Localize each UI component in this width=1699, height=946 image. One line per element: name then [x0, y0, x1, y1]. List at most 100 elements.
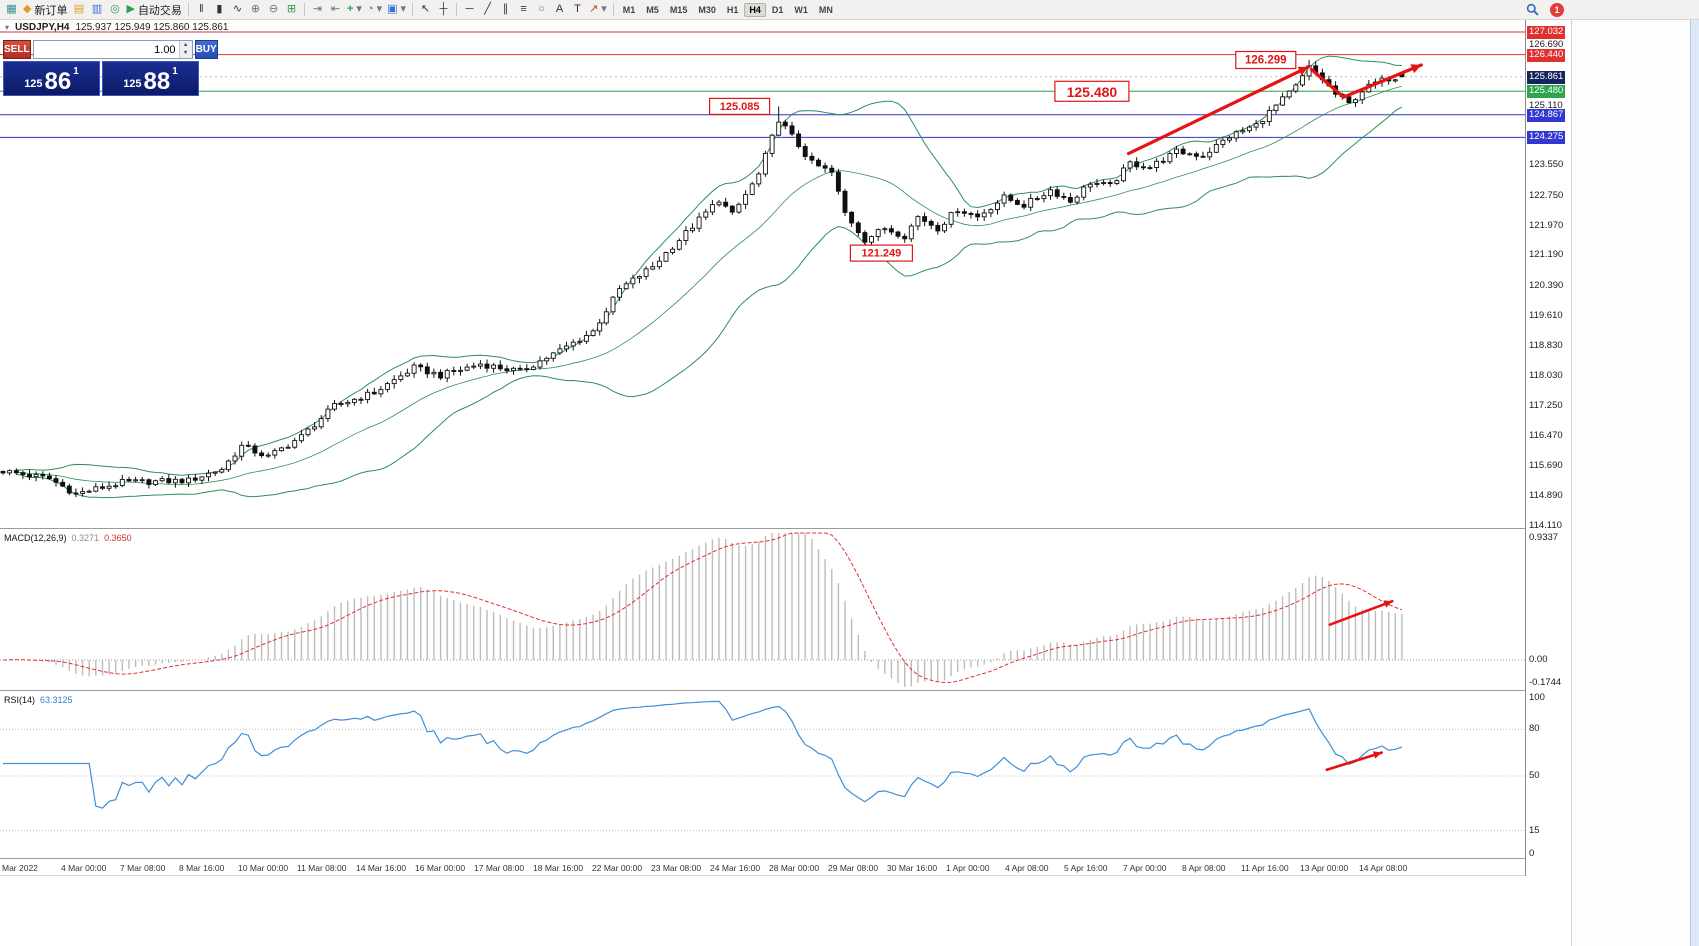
- fibonacci-glyph: ≡: [520, 3, 527, 15]
- zoom-in-icon[interactable]: ⊕: [247, 1, 264, 18]
- sell-price-display[interactable]: 125 86 1: [3, 61, 100, 96]
- timeframe-m30[interactable]: M30: [698, 4, 716, 15]
- horizontal-line-icon[interactable]: ─: [461, 1, 478, 18]
- zoom-out-glyph: ⊖: [268, 3, 279, 15]
- panel-divider[interactable]: [0, 528, 1571, 529]
- rsi-panel-canvas[interactable]: [0, 692, 1525, 858]
- tile-windows-icon[interactable]: ⊞: [283, 1, 300, 18]
- price-axis-label: 120.390: [1529, 279, 1564, 291]
- bar-chart-icon[interactable]: ‖: [193, 1, 210, 18]
- timeframe-h4[interactable]: H4: [744, 2, 766, 17]
- time-axis-label: 11 Mar 08:00: [297, 863, 347, 873]
- panel-divider[interactable]: [0, 690, 1571, 691]
- text-tool-glyph: A: [555, 3, 564, 15]
- time-axis-label: 8 Apr 08:00: [1182, 863, 1226, 873]
- volume-input[interactable]: [33, 41, 179, 58]
- timeframe-d1[interactable]: D1: [771, 4, 784, 15]
- chart-window-icon[interactable]: ▦: [3, 1, 20, 18]
- candlestick-chart-icon[interactable]: ▮: [211, 1, 228, 18]
- templates-icon[interactable]: ▣ ▾: [385, 1, 408, 18]
- data-window-icon[interactable]: ▥: [88, 1, 105, 18]
- shapes-icon[interactable]: ○: [533, 1, 550, 18]
- fibonacci-icon[interactable]: ≡: [515, 1, 532, 18]
- cursor-icon[interactable]: ↖: [417, 1, 434, 18]
- channel-icon[interactable]: ∥: [497, 1, 514, 18]
- time-axis-label: 13 Apr 00:00: [1300, 863, 1349, 873]
- chart-symbol-header: ▾ USDJPY,H4 125.937 125.949 125.860 125.…: [5, 22, 228, 33]
- crosshair-icon[interactable]: ┼: [435, 1, 452, 18]
- trend-arrow-head: [1410, 64, 1422, 74]
- timeframe-m15[interactable]: M15: [669, 4, 688, 15]
- trend-arrow: [1325, 751, 1383, 772]
- auto-trading-button[interactable]: ▶ 自动交易: [124, 1, 183, 18]
- timeframe-mn[interactable]: MN: [818, 4, 833, 15]
- zoom-out-icon[interactable]: ⊖: [265, 1, 282, 18]
- volume-decrease-button[interactable]: ▼: [179, 49, 192, 58]
- macd-axis-label: 0.9337: [1529, 532, 1559, 543]
- price-annotation-box: [1054, 80, 1130, 102]
- timeframe-m1[interactable]: M1: [622, 4, 636, 15]
- toolbar-separator: [412, 3, 414, 16]
- bollinger-lower-band: [16, 106, 1403, 499]
- price-annotation-box: [849, 244, 914, 262]
- text-tool-icon[interactable]: A: [551, 1, 568, 18]
- trendline-icon[interactable]: ╱: [479, 1, 496, 18]
- trade-panel-prices: 125 86 1 125 88 1: [3, 61, 199, 96]
- auto-scroll-glyph: ⇥: [312, 3, 323, 15]
- one-click-trading-panel: SELL ▲ ▼ BUY 125 86 1 125 88 1: [3, 40, 218, 96]
- buy-pips: 88: [143, 68, 171, 96]
- price-annotation-box: [1235, 50, 1297, 70]
- new-order-button[interactable]: ◆ 新订单: [21, 1, 69, 18]
- price-axis[interactable]: 127.032 126.690 126.440 125.861 125.480 125.1…: [1525, 20, 1571, 876]
- ohlc-quotes: 125.937 125.949 125.860 125.861: [75, 22, 229, 33]
- price-axis-label: 125.861: [1527, 70, 1566, 84]
- macd-panel-canvas[interactable]: [0, 530, 1525, 690]
- search-icon[interactable]: [1524, 1, 1541, 18]
- timeframe-m5[interactable]: M5: [646, 4, 659, 15]
- window-right-margin: [1571, 20, 1690, 946]
- chart-window-glyph: ▦: [6, 3, 17, 15]
- timeframe-w1[interactable]: W1: [794, 4, 808, 15]
- panel-divider[interactable]: [0, 858, 1571, 859]
- sell-big-figure: 125: [24, 78, 43, 90]
- sell-button[interactable]: SELL: [3, 40, 31, 59]
- auto-scroll-icon[interactable]: ⇥: [309, 1, 326, 18]
- time-axis-label: 18 Mar 16:00: [533, 863, 584, 873]
- notification-badge[interactable]: 1: [1550, 2, 1564, 17]
- text-label-icon[interactable]: T: [569, 1, 586, 18]
- channel-glyph: ∥: [502, 3, 509, 15]
- time-axis-label: 8 Mar 16:00: [179, 863, 225, 873]
- macd-histogram: [8, 533, 1403, 687]
- time-axis-label: 14 Apr 08:00: [1359, 863, 1408, 873]
- buy-button[interactable]: BUY: [194, 40, 218, 59]
- price-annotation-text: 125.480: [1067, 84, 1118, 100]
- trade-panel-controls: SELL ▲ ▼ BUY: [3, 40, 218, 59]
- arrow-tools-glyph: ↗: [589, 3, 599, 15]
- window-scrollbar[interactable]: [1690, 20, 1699, 946]
- chart-area: 125.085 121.249 125.480 126.299 Mar 2022 4 M…: [0, 20, 1699, 946]
- time-axis[interactable]: Mar 2022 4 Mar 00:00 7 Mar 08:00 8 Mar 16:0…: [0, 860, 1571, 876]
- crosshair-glyph: ┼: [439, 3, 448, 15]
- price-axis-label: 127.032: [1527, 26, 1566, 39]
- volume-increase-button[interactable]: ▲: [179, 41, 192, 50]
- trend-arrow: [1309, 63, 1423, 99]
- timeframe-h1[interactable]: H1: [726, 4, 739, 15]
- indicators-icon[interactable]: + ▾: [345, 1, 364, 18]
- buy-pip-fraction: 1: [172, 66, 178, 77]
- toolbar-separator: [303, 3, 305, 16]
- price-axis-label: 116.470: [1529, 429, 1563, 441]
- line-chart-icon[interactable]: ∿: [229, 1, 246, 18]
- price-annotation-text: 125.085: [720, 101, 760, 113]
- line-chart-glyph: ∿: [232, 3, 243, 15]
- market-watch-icon[interactable]: ▤: [70, 1, 87, 18]
- navigator-icon[interactable]: ◎: [106, 1, 123, 18]
- price-chart-canvas[interactable]: 125.085 121.249 125.480 126.299: [0, 20, 1525, 528]
- rsi-axis-label: 80: [1529, 723, 1540, 735]
- periods-icon[interactable]: ◔ ▾: [365, 1, 384, 18]
- arrow-tools-icon[interactable]: ↗ ▾: [587, 1, 609, 18]
- buy-price-display[interactable]: 125 88 1: [102, 61, 199, 96]
- bar-chart-glyph: ‖: [199, 3, 204, 15]
- chart-shift-icon[interactable]: ⇤: [327, 1, 344, 18]
- tile-windows-glyph: ⊞: [286, 3, 297, 15]
- arrow-tools-dropdown-icon: ▾: [601, 3, 607, 15]
